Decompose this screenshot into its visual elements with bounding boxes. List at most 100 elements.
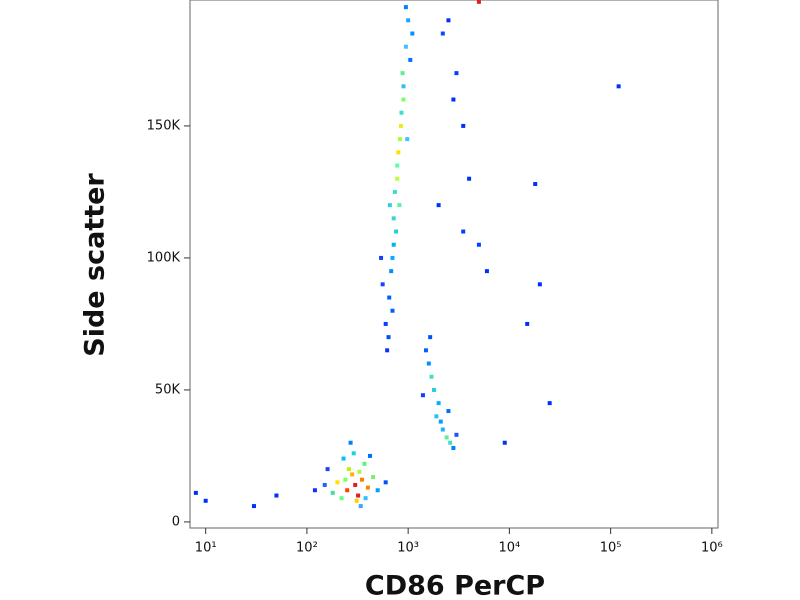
y-tick-label: 50K <box>155 382 181 397</box>
event-point <box>396 150 401 155</box>
event-point <box>380 282 385 287</box>
event-point <box>423 348 428 353</box>
x-tick-label: 10¹ <box>195 541 217 556</box>
event-point <box>406 18 411 23</box>
event-point <box>379 255 384 260</box>
y-axis-title: Side scatter <box>80 173 111 357</box>
event-point <box>383 321 388 326</box>
event-point <box>431 387 436 392</box>
event-point <box>391 216 396 221</box>
event-point <box>436 203 441 208</box>
event-point <box>403 44 408 49</box>
event-point <box>616 84 621 89</box>
event-point <box>339 496 344 501</box>
event-point <box>440 427 445 432</box>
event-point <box>448 440 453 445</box>
event-point <box>385 348 390 353</box>
event-point <box>391 242 396 247</box>
event-point <box>363 496 368 501</box>
event-point <box>387 295 392 300</box>
event-point <box>533 182 538 187</box>
event-point <box>359 477 364 482</box>
x-tick-label: 10² <box>296 541 318 556</box>
event-point <box>434 414 439 419</box>
event-point <box>357 469 362 474</box>
event-point <box>365 485 370 490</box>
event-point <box>251 504 256 509</box>
x-axis-title: CD86 PerCP <box>365 571 545 600</box>
event-point <box>454 71 459 76</box>
event-point <box>354 498 359 503</box>
event-point <box>397 137 402 142</box>
event-point <box>451 446 456 451</box>
y-tick-label: 100K <box>147 250 181 265</box>
event-point <box>341 456 346 461</box>
event-point <box>343 477 348 482</box>
plot-frame <box>189 0 719 529</box>
event-point <box>484 269 489 274</box>
event-point <box>325 467 330 472</box>
event-point <box>390 308 395 313</box>
event-point <box>395 163 400 168</box>
event-point <box>368 453 373 458</box>
event-point <box>446 409 451 414</box>
event-point <box>403 5 408 10</box>
event-point <box>387 203 392 208</box>
event-point <box>390 255 395 260</box>
event-point <box>274 493 279 498</box>
event-point <box>399 110 404 115</box>
event-point <box>426 361 431 366</box>
event-point <box>193 490 198 495</box>
event-point <box>537 282 542 287</box>
event-point <box>353 482 358 487</box>
event-point <box>322 482 327 487</box>
event-point <box>394 229 399 234</box>
event-point <box>389 269 394 274</box>
event-point <box>410 31 415 36</box>
event-point <box>392 189 397 194</box>
event-point <box>335 480 340 485</box>
event-point <box>371 475 376 480</box>
event-point <box>330 490 335 495</box>
event-point <box>397 203 402 208</box>
event-point <box>346 467 351 472</box>
event-point <box>405 137 410 142</box>
event-point <box>351 451 356 456</box>
event-point <box>461 123 466 128</box>
event-point <box>525 321 530 326</box>
event-point <box>375 488 380 493</box>
event-point <box>203 498 208 503</box>
event-point <box>386 335 391 340</box>
event-point <box>502 440 507 445</box>
event-point <box>547 401 552 406</box>
event-point <box>438 419 443 424</box>
event-point <box>348 440 353 445</box>
event-point <box>436 401 441 406</box>
event-point <box>440 31 445 36</box>
event-point <box>408 57 413 62</box>
x-tick-label: 10⁵ <box>600 541 622 556</box>
event-point <box>395 176 400 181</box>
event-point <box>444 435 449 440</box>
event-point <box>383 480 388 485</box>
event-point <box>476 242 481 247</box>
event-point <box>428 335 433 340</box>
event-point <box>420 393 425 398</box>
event-point <box>350 472 355 477</box>
event-point <box>476 0 481 4</box>
event-point <box>401 97 406 102</box>
event-point <box>362 461 367 466</box>
event-point <box>461 229 466 234</box>
event-point <box>451 97 456 102</box>
event-point <box>399 123 404 128</box>
event-point <box>429 374 434 379</box>
event-point <box>358 504 363 509</box>
event-point <box>400 71 405 76</box>
event-point <box>454 432 459 437</box>
y-tick-label: 0 <box>172 514 180 529</box>
event-point <box>312 488 317 493</box>
x-tick-label: 10⁴ <box>499 541 521 556</box>
event-point <box>446 18 451 23</box>
x-tick-label: 10⁶ <box>701 541 723 556</box>
